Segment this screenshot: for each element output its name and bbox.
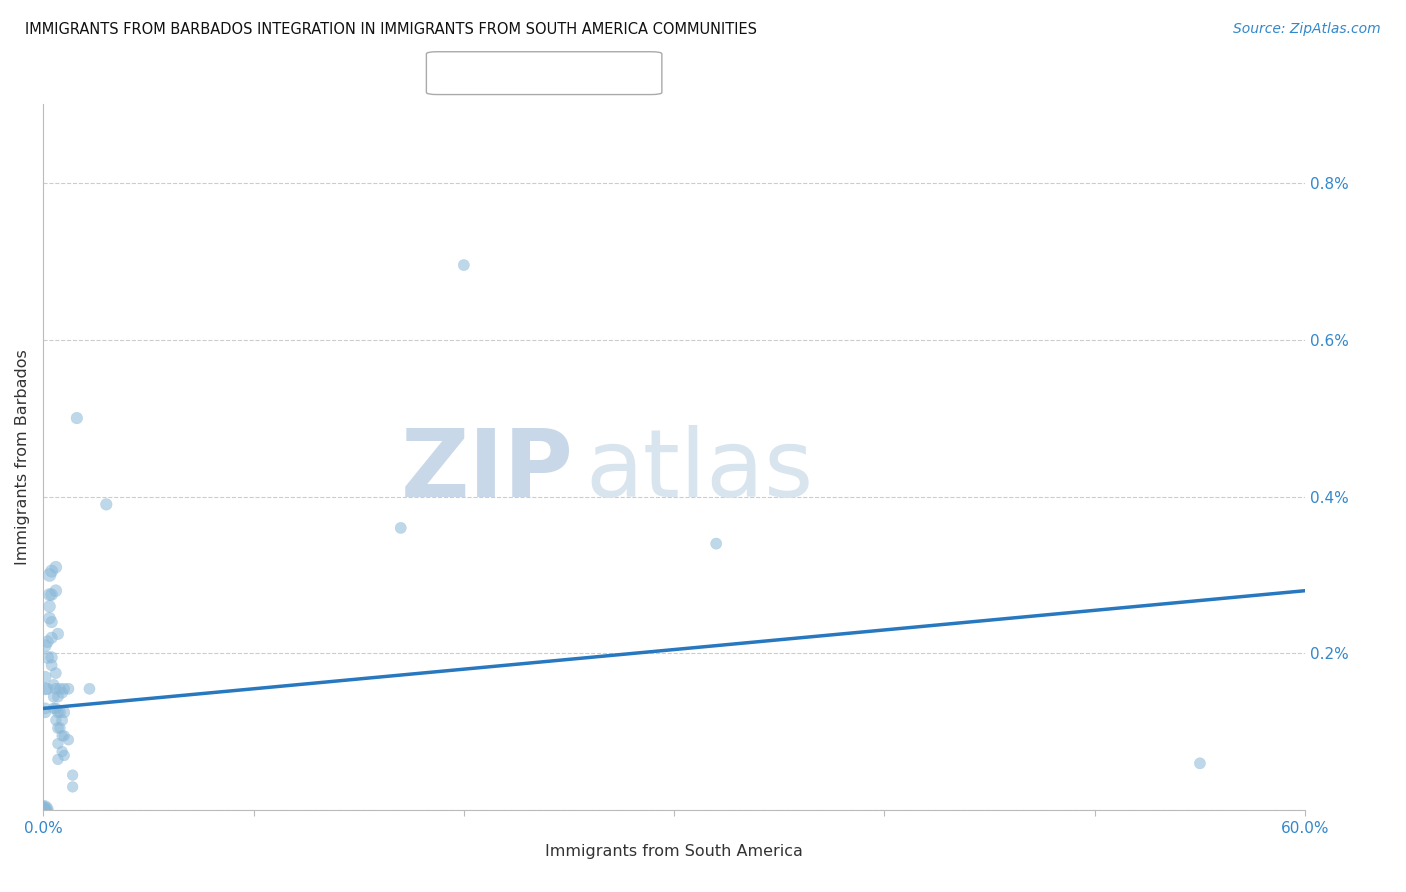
Point — [37, 681, 59, 696]
Point — [45, 560, 67, 574]
Point — [58, 681, 80, 696]
Text: 0.142: 0.142 — [505, 64, 557, 82]
Point — [45, 713, 67, 727]
Text: 62: 62 — [616, 64, 638, 82]
Point — [42, 701, 65, 715]
Point — [62, 768, 84, 782]
Point — [37, 634, 59, 648]
Point — [49, 721, 72, 735]
Point — [53, 681, 76, 696]
Text: N =: N = — [557, 64, 605, 82]
Point — [32, 804, 55, 818]
Point — [46, 627, 69, 641]
Point — [704, 536, 727, 550]
Point — [96, 497, 118, 511]
Point — [51, 713, 73, 727]
X-axis label: Immigrants from South America: Immigrants from South America — [546, 844, 803, 859]
Point — [46, 752, 69, 766]
Point — [38, 611, 60, 625]
Point — [42, 690, 65, 704]
Point — [46, 706, 69, 720]
Point — [453, 258, 475, 272]
Point — [49, 706, 72, 720]
Point — [32, 804, 55, 818]
Point — [41, 631, 63, 645]
Point — [32, 804, 55, 818]
Point — [45, 666, 67, 681]
Point — [34, 706, 56, 720]
Point — [45, 583, 67, 598]
Point — [34, 701, 56, 715]
Text: IMMIGRANTS FROM BARBADOS INTEGRATION IN IMMIGRANTS FROM SOUTH AMERICA COMMUNITIE: IMMIGRANTS FROM BARBADOS INTEGRATION IN … — [25, 22, 758, 37]
Point — [62, 780, 84, 794]
Point — [41, 588, 63, 602]
Point — [34, 639, 56, 653]
Point — [51, 745, 73, 759]
Point — [46, 721, 69, 735]
Text: Source: ZipAtlas.com: Source: ZipAtlas.com — [1233, 22, 1381, 37]
Point — [32, 804, 55, 818]
Point — [53, 748, 76, 763]
Point — [38, 568, 60, 582]
Point — [53, 729, 76, 743]
Point — [51, 729, 73, 743]
Point — [41, 615, 63, 629]
Point — [46, 690, 69, 704]
Text: R =: R = — [451, 64, 486, 82]
Point — [49, 681, 72, 696]
Point — [34, 670, 56, 684]
Point — [41, 650, 63, 665]
Point — [32, 804, 55, 818]
Point — [32, 804, 55, 818]
Y-axis label: Immigrants from Barbados: Immigrants from Barbados — [15, 350, 30, 566]
FancyBboxPatch shape — [426, 52, 662, 95]
Point — [32, 804, 55, 818]
Point — [46, 737, 69, 751]
Point — [66, 411, 89, 425]
Text: atlas: atlas — [586, 425, 814, 517]
Point — [38, 599, 60, 614]
Point — [389, 521, 412, 535]
Point — [34, 681, 56, 696]
Point — [41, 658, 63, 673]
Point — [42, 678, 65, 692]
Point — [53, 706, 76, 720]
Text: ZIP: ZIP — [401, 425, 574, 517]
Point — [51, 686, 73, 700]
Point — [79, 681, 101, 696]
Point — [38, 588, 60, 602]
Point — [1188, 756, 1211, 771]
Point — [45, 701, 67, 715]
Point — [58, 732, 80, 747]
Point — [37, 650, 59, 665]
Point — [45, 681, 67, 696]
Point — [41, 564, 63, 578]
